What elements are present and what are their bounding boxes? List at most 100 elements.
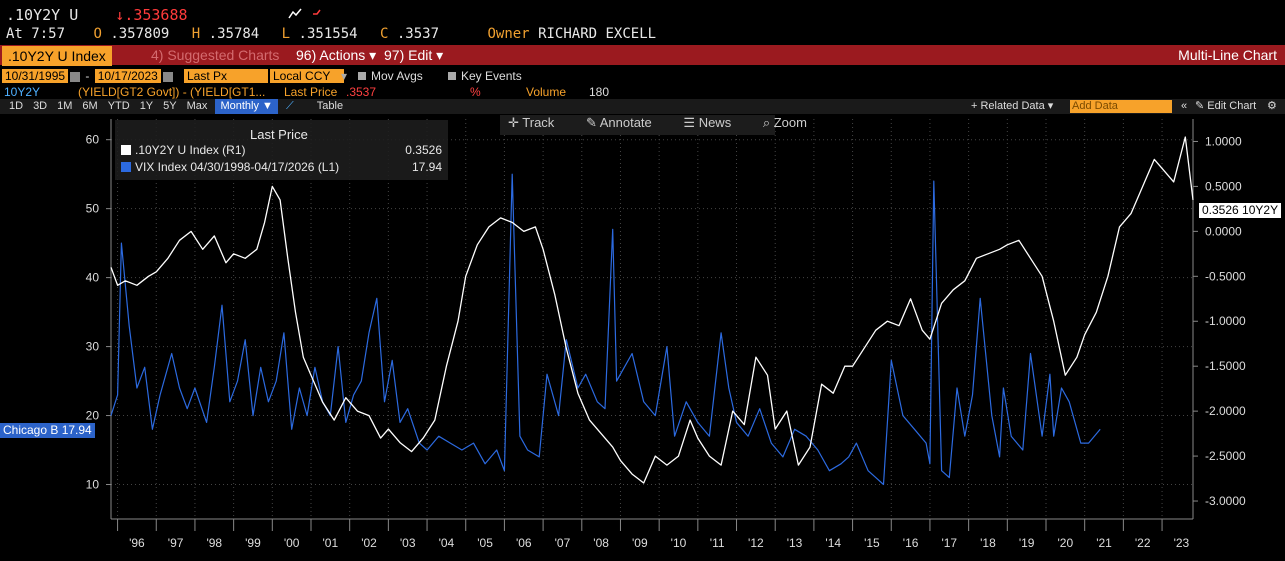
period-6m[interactable]: 6M xyxy=(82,100,98,112)
y-right-tick-label: -1.0000 xyxy=(1205,314,1246,328)
key-events-toggle[interactable]: Key Events xyxy=(448,69,522,84)
series-name: 10Y2Y xyxy=(4,85,41,99)
x-tick-label: '98 xyxy=(206,536,222,550)
chart-legend: Last Price .10Y2Y U Index (R1) 0.3526 VI… xyxy=(115,120,448,180)
quote-row: .10Y2Y U ↓.353688 xyxy=(6,6,327,24)
x-tick-label: '96 xyxy=(129,536,145,550)
last-value-tag-left: Chicago B 17.94 xyxy=(0,423,95,438)
sparkline-icon xyxy=(287,6,327,24)
legend-label: VIX Index 04/30/1998-04/17/2026 (L1) xyxy=(135,160,340,174)
down-arrow-icon: ↓ xyxy=(115,6,125,24)
line-chart-icon[interactable]: ⟋ xyxy=(286,100,294,112)
chart-svg: '96 '97 '98 '99 '00 '01 '02 '03 '04 '05 '06 '07 '08 '… xyxy=(86,119,1246,550)
chart-tools: ✛ Track ✎ Annotate ☰ News ⌕ Zoom xyxy=(500,115,807,135)
menu-bar: .10Y2Y U Index 4) Suggested Charts 96) A… xyxy=(0,45,1285,66)
currency-select[interactable]: Local CCY xyxy=(270,69,344,83)
x-tick-label: '13 xyxy=(787,536,803,550)
period-max[interactable]: Max xyxy=(186,100,208,112)
edit-chart-button[interactable]: ✎ Edit Chart xyxy=(1195,100,1257,112)
x-tick-label: '01 xyxy=(323,536,339,550)
period-1y[interactable]: 1Y xyxy=(139,100,154,112)
low-label: L xyxy=(281,26,291,42)
legend-title: Last Price xyxy=(250,127,308,142)
chevron-down-icon[interactable]: ▾ xyxy=(341,69,348,83)
add-data-input[interactable]: Add Data xyxy=(1070,100,1172,113)
last-price-label: Last Price xyxy=(284,85,338,99)
frequency-select[interactable]: Monthly ▼ xyxy=(215,99,278,114)
legend-item-vix[interactable]: VIX Index 04/30/1998-04/17/2026 (L1) xyxy=(121,160,339,174)
track-label: Track xyxy=(522,115,555,130)
end-date-input[interactable]: 10/17/2023 xyxy=(94,69,161,83)
x-tick-label: '03 xyxy=(400,536,416,550)
collapse-icon[interactable]: « xyxy=(1181,100,1188,112)
price-field-select[interactable]: Last Px xyxy=(184,69,268,83)
x-tick-label: '97 xyxy=(168,536,184,550)
chart-toolbar: 1D 3D 1M 6M YTD 1Y 5Y Max Monthly ▼ ⟋ Table + R… xyxy=(0,99,1285,114)
checkbox-icon xyxy=(448,72,456,80)
low-value: .351554 xyxy=(298,26,358,42)
x-tick-label: '17 xyxy=(941,536,957,550)
x-tick-label: '15 xyxy=(864,536,880,550)
x-tick-label: '18 xyxy=(980,536,996,550)
series-line-10y2y xyxy=(110,136,1194,484)
legend-item-10y2y[interactable]: .10Y2Y U Index (R1) xyxy=(121,143,246,157)
y-right-tick-label: 0.5000 xyxy=(1205,179,1242,193)
y-left-tick-label: 60 xyxy=(86,133,100,147)
zoom-label: Zoom xyxy=(773,115,807,130)
zoom-tool[interactable]: ⌕ Zoom xyxy=(762,115,807,130)
quote-detail-row: At 7:57 O .357809 H .35784 L .351554 C .… xyxy=(6,26,656,44)
x-tick-label: '04 xyxy=(439,536,455,550)
period-3d[interactable]: 3D xyxy=(33,100,48,112)
period-1d[interactable]: 1D xyxy=(9,100,24,112)
actions-menu[interactable]: 96) Actions ▾ xyxy=(290,45,382,66)
y-right-tick-label: -3.0000 xyxy=(1205,494,1246,508)
x-tick-label: '11 xyxy=(710,536,725,550)
quote-time: 7:57 xyxy=(31,26,66,42)
table-button[interactable]: Table xyxy=(316,100,344,112)
y-left-tick-label: 50 xyxy=(86,202,100,216)
calendar-icon[interactable] xyxy=(70,71,81,82)
related-data-label: + Related Data xyxy=(971,100,1045,112)
legend-swatch xyxy=(121,145,131,155)
x-tick-label: '05 xyxy=(477,536,493,550)
suggested-charts-button[interactable]: 4) Suggested Charts xyxy=(151,47,280,63)
related-data-button[interactable]: + Related Data ▾ xyxy=(971,100,1054,112)
actions-label: 96) Actions xyxy=(296,47,366,63)
x-tick-label: '06 xyxy=(516,536,532,550)
x-tick-label: '22 xyxy=(1135,536,1151,550)
y-right-tick-label: -1.5000 xyxy=(1205,359,1246,373)
key-events-label: Key Events xyxy=(461,69,522,83)
period-ytd[interactable]: YTD xyxy=(107,100,130,112)
legend-value: 17.94 xyxy=(411,160,442,174)
y-left-tick-label: 20 xyxy=(86,409,100,423)
track-tool[interactable]: ✛ Track xyxy=(508,115,555,130)
period-5y[interactable]: 5Y xyxy=(163,100,177,112)
annotate-tool[interactable]: ✎ Annotate xyxy=(585,115,652,130)
gear-icon[interactable]: ⚙ xyxy=(1267,100,1277,112)
date-range: 10/31/1995 - 10/17/2023 xyxy=(2,69,173,84)
x-tick-label: '99 xyxy=(245,536,261,550)
series-formula: (YIELD[GT2 Govt]) - (YIELD[GT1... xyxy=(78,85,266,99)
owner-name: RICHARD EXCELL xyxy=(538,26,657,42)
x-tick-label: '07 xyxy=(555,536,571,550)
x-tick-label: '23 xyxy=(1174,536,1190,550)
start-date-input[interactable]: 10/31/1995 xyxy=(2,69,69,83)
period-1m[interactable]: 1M xyxy=(57,100,73,112)
x-tick-label: '10 xyxy=(671,536,687,550)
security-field[interactable]: .10Y2Y U Index xyxy=(2,46,112,66)
chevron-down-icon: ▾ xyxy=(369,47,377,63)
x-tick-label: '00 xyxy=(284,536,300,550)
calendar-icon[interactable] xyxy=(162,71,173,82)
last-price-value: .3537 xyxy=(346,85,377,99)
close-label: C xyxy=(380,26,389,42)
last-value-tag-right: 0.3526 10Y2Y xyxy=(1199,203,1282,218)
high-value: .35784 xyxy=(208,26,260,42)
x-tick-label: '21 xyxy=(1096,536,1112,550)
mov-avgs-toggle[interactable]: Mov Avgs xyxy=(358,69,423,84)
edit-menu[interactable]: 97) Edit ▾ xyxy=(378,45,449,66)
mov-avgs-label: Mov Avgs xyxy=(371,69,423,83)
x-tick-label: '19 xyxy=(1019,536,1035,550)
ticker: .10Y2Y U xyxy=(6,6,79,24)
news-tool[interactable]: ☰ News xyxy=(683,115,732,130)
x-tick-label: '14 xyxy=(825,536,841,550)
